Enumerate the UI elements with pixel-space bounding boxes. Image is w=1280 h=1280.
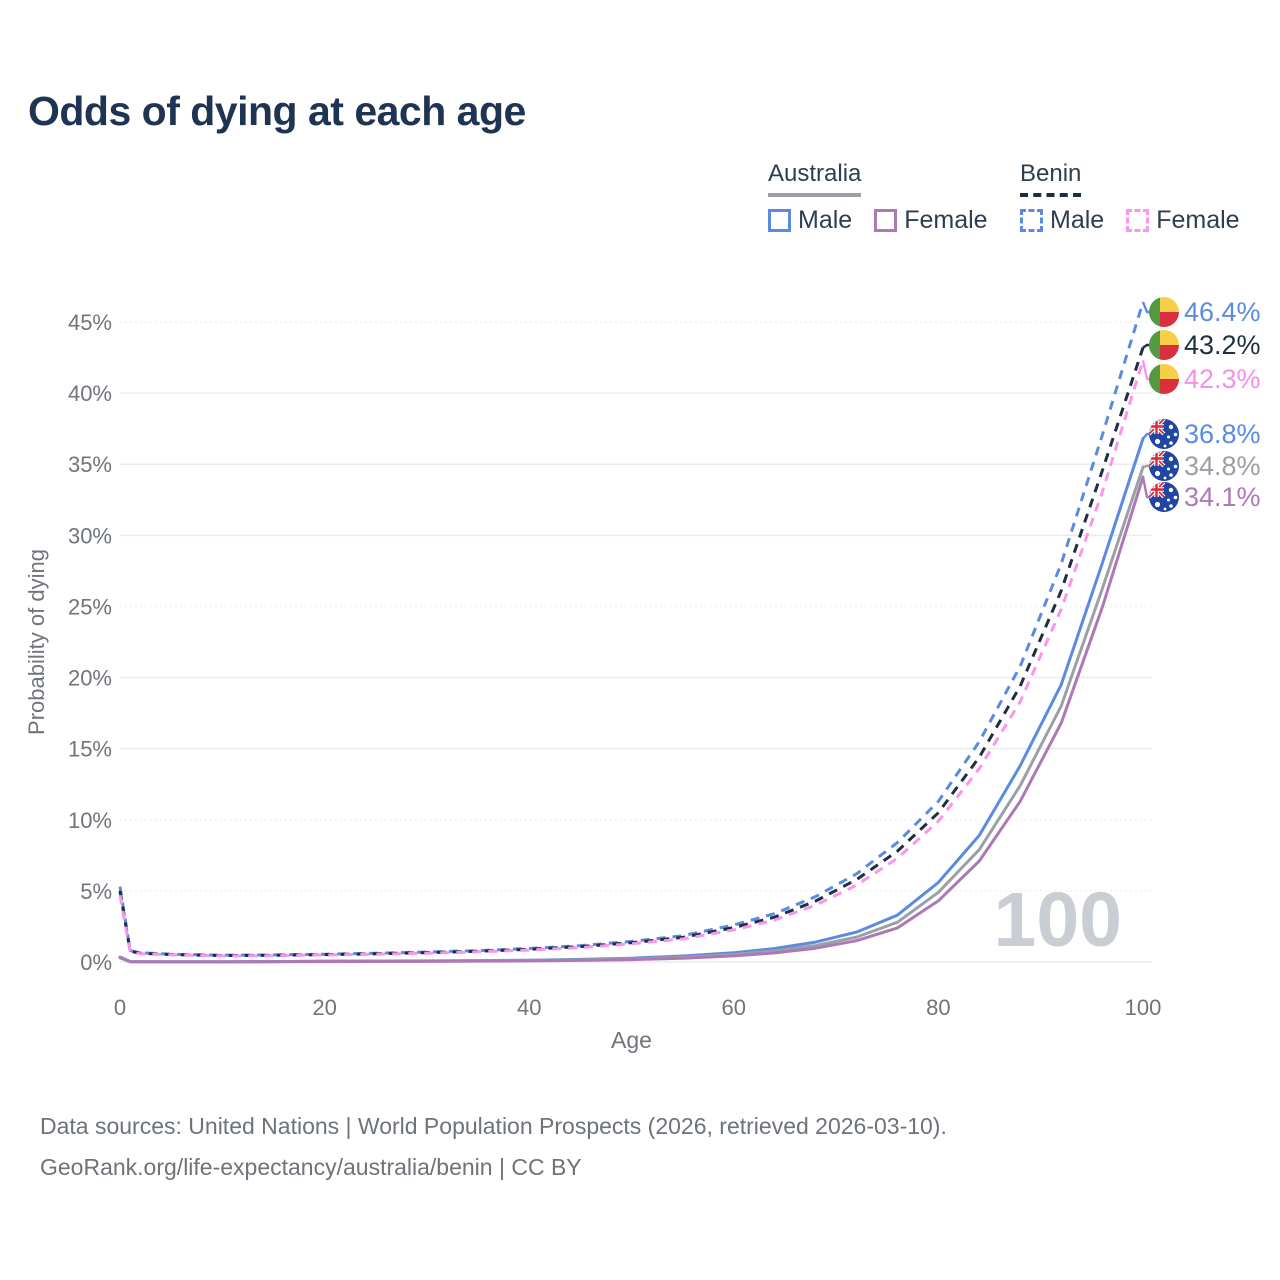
benin-green-band [1149,297,1160,327]
legend-item-label: Male [798,206,853,234]
benin-green-band [1149,364,1160,394]
australia-flag-icon [1149,419,1179,449]
series-line-australia-both [118,465,1145,964]
legend-group-australia: Australia Male Female [768,160,988,235]
end-value-label-benin-male[interactable]: 46.4% [1184,297,1261,327]
y-tick-label: 15% [68,737,112,762]
footer-line-attribution: GeoRank.org/life-expectancy/australia/be… [40,1154,582,1180]
star-dot [1168,487,1174,493]
end-value-label-australia-male[interactable]: 36.8% [1184,419,1261,449]
legend-item-label: Male [1050,206,1105,234]
legend: Australia Male Female Benin Male [0,160,1280,240]
y-tick-label: 0% [80,950,112,975]
y-tick-label: 20% [68,666,112,691]
x-tick-label: 60 [722,995,746,1020]
watermark-age-100: 100 [994,877,1122,963]
benin-flag-icon [1149,364,1179,394]
star-dot [1169,473,1173,477]
benin-red-band [1160,312,1179,327]
series-line-australia-male [118,437,1145,964]
x-axis-title: Age [611,1027,652,1053]
y-tick-label: 5% [80,879,112,904]
star-dot [1173,495,1178,500]
end-value-label-benin-female[interactable]: 42.3% [1184,364,1261,394]
x-tick-label: 0 [114,995,126,1020]
footer-line-sources: Data sources: United Nations | World Pop… [40,1113,947,1139]
star-dot [1154,470,1161,477]
legend-group-benin: Benin Male Female [1020,160,1240,235]
series-line-benin-both [118,347,1145,958]
line-style-swatch-benin-female [1126,209,1150,232]
star-dot [1163,444,1167,448]
star-dot [1169,504,1173,508]
line-style-swatch-australia-male [768,209,791,232]
y-tick-label: 40% [68,381,112,406]
star-dot [1167,498,1170,502]
legend-group-title-benin[interactable]: Benin [1020,160,1082,197]
star-dot [1168,456,1174,462]
series-line-benin-female [118,359,1145,958]
legend-group-title-australia[interactable]: Australia [768,160,862,197]
benin-yellow-band [1160,297,1179,312]
star-dot [1173,432,1178,437]
legend-item-label: Female [904,206,988,234]
y-axis-title: Probability of dying [24,549,49,735]
benin-yellow-band [1160,364,1179,379]
benin-flag-icon [1149,330,1179,360]
australia-flag-icon [1149,482,1179,512]
legend-item-australia-male[interactable]: Male [768,206,852,235]
benin-red-band [1160,379,1179,394]
star-dot [1173,464,1178,469]
australia-flag-icon [1149,451,1179,481]
star-dot [1167,435,1170,439]
legend-item-australia-female[interactable]: Female [874,206,988,235]
end-value-label-australia-both[interactable]: 34.8% [1184,451,1261,481]
star-dot [1154,501,1161,508]
legend-item-label: Female [1156,206,1240,234]
benin-yellow-band [1160,330,1179,345]
x-tick-label: 20 [312,995,336,1020]
y-tick-label: 30% [68,523,112,548]
line-style-swatch-benin-male [1020,209,1043,232]
star-dot [1163,507,1167,511]
star-dot [1163,476,1167,480]
data-source-footer: Data sources: United Nations | World Pop… [40,1106,947,1188]
benin-flag-icon [1149,297,1179,327]
x-tick-label: 40 [517,995,541,1020]
benin-red-band [1160,345,1179,360]
star-dot [1167,467,1170,471]
end-value-label-benin-both[interactable]: 43.2% [1184,330,1261,360]
star-dot [1169,441,1173,445]
x-tick-label: 100 [1125,995,1162,1020]
x-tick-label: 80 [926,995,950,1020]
y-tick-label: 35% [68,452,112,477]
page-title: Odds of dying at each age [28,88,526,134]
star-dot [1168,424,1174,430]
legend-item-benin-male[interactable]: Male [1020,206,1104,235]
end-value-label-australia-female[interactable]: 34.1% [1184,482,1261,512]
series-line-benin-male [118,301,1145,957]
y-tick-label: 45% [68,310,112,335]
y-tick-label: 10% [68,808,112,833]
star-dot [1154,438,1161,445]
series-line-australia-female [118,475,1145,964]
y-tick-label: 25% [68,594,112,619]
line-style-swatch-australia-female [874,209,898,232]
benin-green-band [1149,330,1160,360]
legend-item-benin-female[interactable]: Female [1126,206,1240,235]
